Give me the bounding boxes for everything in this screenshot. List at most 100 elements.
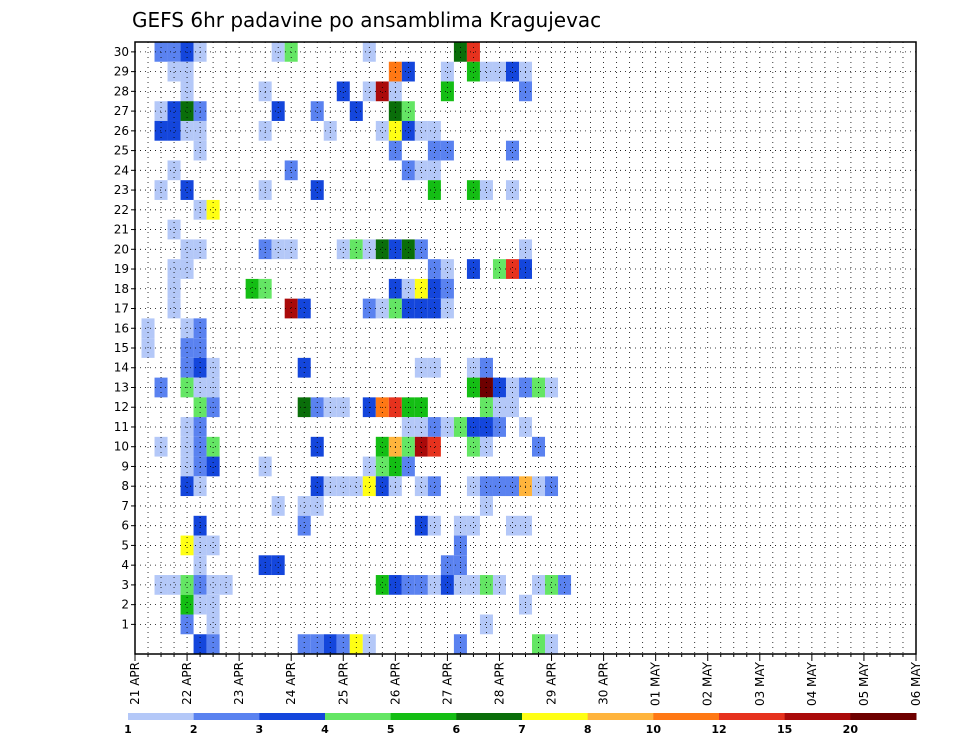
- heatmap-cell: [271, 239, 285, 260]
- heatmap-cell: [375, 120, 389, 141]
- heatmap-cell: [440, 81, 454, 102]
- colorbar-swatch: [850, 713, 917, 720]
- chart-title: GEFS 6hr padavine po ansamblima Kragujev…: [132, 8, 601, 32]
- heatmap-cell: [479, 436, 493, 457]
- heatmap-cell: [154, 436, 168, 457]
- heatmap-cell: [427, 259, 441, 279]
- colorbar-label: 7: [518, 723, 526, 736]
- heatmap-cell: [479, 614, 493, 635]
- colorbar-label: 3: [256, 723, 264, 736]
- heatmap-cell: [401, 417, 415, 437]
- colorbar-label: 10: [646, 723, 662, 736]
- heatmap-cell: [349, 101, 363, 121]
- heatmap-cell: [297, 496, 311, 516]
- colorbar-swatch: [193, 713, 260, 720]
- heatmap-cell: [401, 101, 415, 121]
- heatmap-cell: [180, 81, 194, 102]
- y-tick-label: 13: [114, 380, 129, 394]
- heatmap-cell: [154, 101, 168, 121]
- heatmap-cell: [414, 575, 428, 595]
- heatmap-cell: [310, 476, 324, 497]
- heatmap-cell: [414, 298, 428, 319]
- y-tick-label: 22: [114, 203, 129, 217]
- heatmap-cell: [440, 298, 454, 319]
- heatmap-cell: [479, 575, 493, 595]
- x-tick-label: 27 APR: [440, 662, 454, 705]
- heatmap-cell: [401, 160, 415, 181]
- heatmap-cell: [284, 160, 298, 181]
- heatmap-cell: [167, 160, 181, 181]
- heatmap-cell: [167, 278, 181, 299]
- heatmap-cell: [440, 140, 454, 161]
- heatmap-cell: [375, 575, 389, 595]
- heatmap-cell: [206, 614, 220, 635]
- y-tick-label: 10: [114, 440, 129, 454]
- x-tick-label: 23 APR: [232, 662, 246, 705]
- y-tick-label: 11: [114, 420, 129, 434]
- heatmap-cell: [180, 259, 194, 279]
- heatmap-cell: [427, 298, 441, 319]
- y-tick-label: 29: [114, 65, 129, 79]
- y-tick-label: 25: [114, 144, 129, 158]
- heatmap-cell: [349, 634, 363, 654]
- colorbar-label: 15: [777, 723, 792, 736]
- x-tick-label: 04 MAY: [805, 661, 819, 706]
- heatmap-cell: [427, 575, 441, 595]
- heatmap-cell: [167, 42, 181, 62]
- heatmap-cell: [401, 575, 415, 595]
- y-tick-label: 17: [114, 302, 129, 316]
- heatmap-cell: [505, 180, 519, 200]
- heatmap-cell: [154, 120, 168, 141]
- heatmap-cell: [427, 278, 441, 299]
- heatmap-cell: [167, 259, 181, 279]
- colorbar-label: 20: [843, 723, 859, 736]
- heatmap-cell: [323, 634, 337, 654]
- gridlines: [135, 42, 916, 654]
- heatmap-cell: [401, 456, 415, 477]
- heatmap-cell: [362, 239, 376, 260]
- heatmap-cell: [545, 634, 559, 654]
- heatmap-cell: [466, 515, 480, 536]
- y-tick-label: 8: [121, 479, 129, 493]
- heatmap-cell: [180, 417, 194, 437]
- heatmap-cell: [505, 61, 519, 82]
- heatmap-cell: [167, 101, 181, 121]
- colorbar-label: 6: [453, 723, 461, 736]
- heatmap-cell: [375, 456, 389, 477]
- heatmap-cell: [193, 634, 207, 654]
- heatmap-cell: [206, 456, 220, 477]
- heatmap-cell: [532, 436, 546, 457]
- heatmap-cell: [532, 575, 546, 595]
- heatmap-cell: [414, 239, 428, 260]
- heatmap-cell: [349, 476, 363, 497]
- y-tick-label: 4: [121, 558, 129, 572]
- heatmap-cell: [297, 515, 311, 536]
- heatmap-cell: [206, 199, 220, 220]
- heatmap-cell: [180, 42, 194, 62]
- y-tick-label: 2: [121, 598, 129, 612]
- heatmap-cell: [180, 535, 194, 556]
- heatmap-cell: [479, 417, 493, 437]
- y-tick-label: 23: [114, 183, 129, 197]
- heatmap-cell: [414, 120, 428, 141]
- y-tick-label: 21: [114, 223, 129, 237]
- colorbar-legend: 1 2 3 4 5 6 7 8 10 12 15 20: [124, 713, 917, 736]
- heatmap-cell: [427, 515, 441, 536]
- colorbar-swatch: [390, 713, 457, 720]
- heatmap-cell: [167, 575, 181, 595]
- heatmap-cell: [206, 575, 220, 595]
- colorbar-label: 2: [190, 723, 198, 736]
- x-tick-label: 24 APR: [284, 662, 298, 705]
- y-tick-label: 7: [121, 499, 129, 513]
- heatmap-cell: [336, 81, 350, 102]
- heatmap-cell: [453, 634, 467, 654]
- y-tick-label: 1: [121, 617, 129, 631]
- heatmap-cell: [206, 594, 220, 615]
- x-axis: 21 APR 22 APR 23 APR 24 APR 25 APR 26 APR 27 A…: [128, 654, 923, 706]
- heatmap-cell: [362, 42, 376, 62]
- heatmap-cell: [558, 575, 572, 595]
- heatmap-cell: [297, 634, 311, 654]
- heatmap-cell: [284, 239, 298, 260]
- heatmap-cell: [401, 239, 415, 260]
